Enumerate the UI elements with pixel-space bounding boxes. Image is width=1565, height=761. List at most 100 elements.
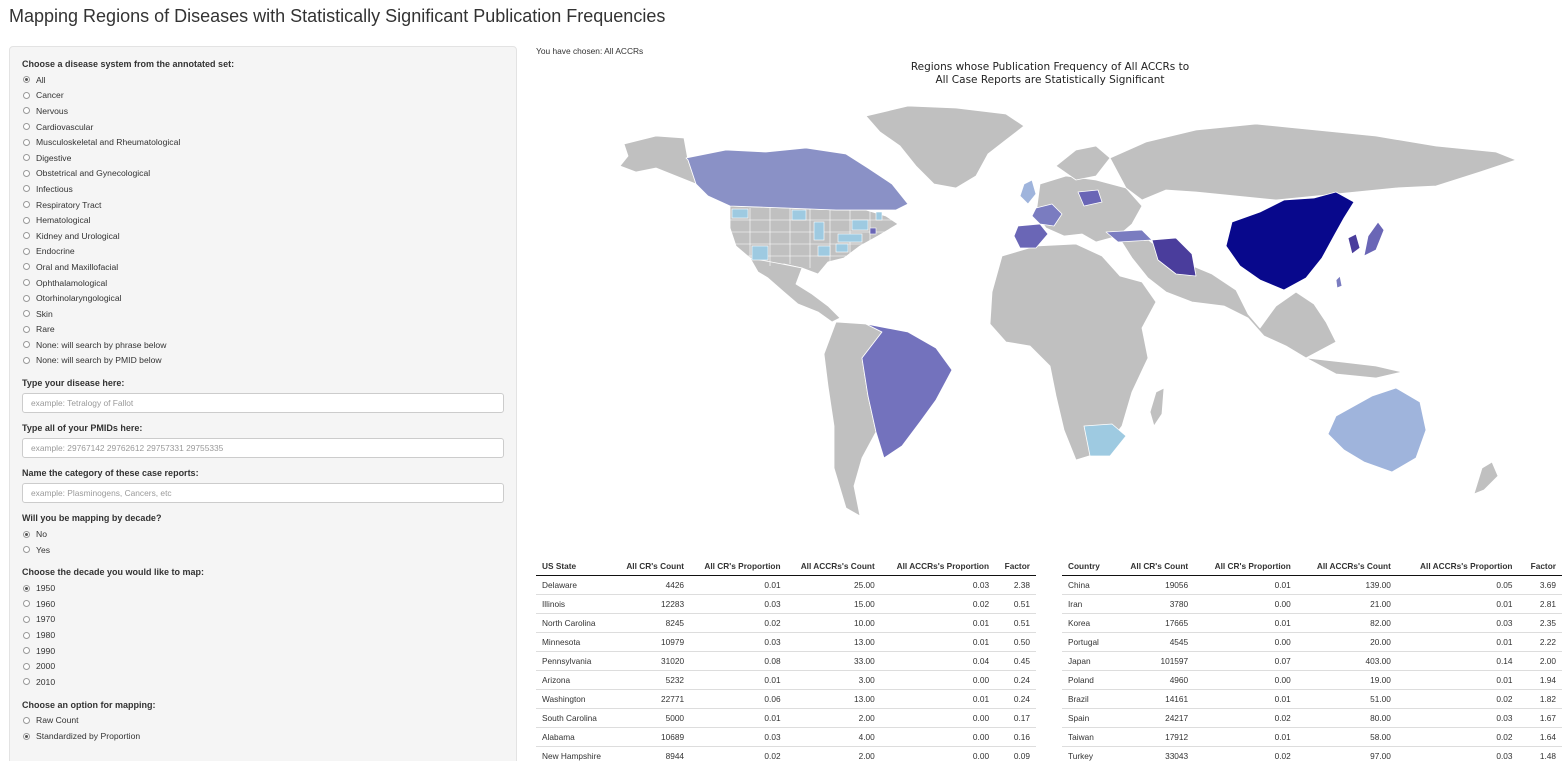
radio-button[interactable]	[23, 546, 30, 554]
map-region-south-africa[interactable]	[1083, 423, 1127, 457]
disease-option[interactable]: Respiratory Tract	[22, 197, 504, 213]
radio-button[interactable]	[23, 169, 30, 177]
map-region-illinois[interactable]	[813, 221, 825, 241]
disease-option[interactable]: Digestive	[22, 150, 504, 166]
map-region-iberia[interactable]	[1013, 223, 1049, 249]
disease-option[interactable]: Obstetrical and Gynecological	[22, 166, 504, 182]
disease-option[interactable]: Musculoskeletal and Rheumatological	[22, 134, 504, 150]
disease-option[interactable]: Cancer	[22, 88, 504, 104]
map-region-uk[interactable]	[1019, 179, 1037, 205]
map-region-korea[interactable]	[1347, 233, 1361, 255]
radio-button[interactable]	[23, 615, 30, 623]
disease-option[interactable]: Oral and Maxillofacial	[22, 259, 504, 275]
decade-question-option[interactable]: No	[22, 526, 504, 542]
radio-button[interactable]	[23, 647, 30, 655]
radio-button[interactable]	[23, 310, 30, 318]
map-region-canada[interactable]	[685, 147, 909, 211]
disease-option[interactable]: Cardiovascular	[22, 119, 504, 135]
world-map[interactable]	[536, 96, 1556, 526]
decade-option[interactable]: 2010	[22, 674, 504, 690]
map-region-delaware[interactable]	[869, 227, 877, 235]
map-region-new-hampshire[interactable]	[875, 211, 883, 221]
radio-button[interactable]	[23, 356, 30, 364]
disease-option[interactable]: Otorhinolaryngological	[22, 290, 504, 306]
radio-button[interactable]	[23, 216, 30, 224]
decade-option[interactable]: 1970	[22, 612, 504, 628]
pmid-input[interactable]	[22, 438, 504, 459]
map-region-minnesota[interactable]	[791, 209, 807, 221]
disease-option[interactable]: Infectious	[22, 181, 504, 197]
decade-option[interactable]: 1950	[22, 580, 504, 596]
map-region-china[interactable]	[1225, 191, 1355, 291]
radio-button[interactable]	[23, 341, 30, 349]
category-input[interactable]	[22, 483, 504, 504]
radio-button[interactable]	[23, 232, 30, 240]
radio-button[interactable]	[23, 325, 30, 333]
disease-option[interactable]: Skin	[22, 306, 504, 322]
country-col-header[interactable]: All ACCRs's Proportion	[1396, 557, 1519, 576]
radio-button[interactable]	[23, 107, 30, 115]
decade-option[interactable]: 2000	[22, 658, 504, 674]
radio-button[interactable]	[23, 662, 30, 670]
disease-option[interactable]: All	[22, 72, 504, 88]
radio-button[interactable]	[23, 263, 30, 271]
map-region-africa[interactable]	[989, 243, 1157, 461]
radio-button[interactable]	[23, 732, 30, 740]
radio-button[interactable]	[23, 294, 30, 302]
map-region-washington[interactable]	[731, 208, 749, 219]
radio-button[interactable]	[23, 584, 30, 592]
decade-option[interactable]: 1990	[22, 643, 504, 659]
map-region-poland[interactable]	[1077, 189, 1103, 207]
radio-button[interactable]	[23, 716, 30, 724]
disease-option[interactable]: Kidney and Urological	[22, 228, 504, 244]
map-region-mexico[interactable]	[749, 257, 841, 323]
map-region-france[interactable]	[1031, 203, 1063, 227]
radio-button[interactable]	[23, 76, 30, 84]
radio-button[interactable]	[23, 123, 30, 131]
radio-button[interactable]	[23, 91, 30, 99]
country-col-header[interactable]: Country	[1062, 557, 1113, 576]
map-region-greenland[interactable]	[865, 105, 1025, 189]
map-region-australia[interactable]	[1327, 387, 1427, 473]
disease-option[interactable]: Hematological	[22, 212, 504, 228]
state-col-header[interactable]: All ACCRs's Count	[786, 557, 881, 576]
map-region-indonesia[interactable]	[1305, 357, 1403, 379]
disease-option[interactable]: Ophthalamological	[22, 275, 504, 291]
radio-button[interactable]	[23, 530, 30, 538]
disease-option[interactable]: None: will search by phrase below	[22, 337, 504, 353]
disease-option[interactable]: Endocrine	[22, 244, 504, 260]
radio-button[interactable]	[23, 201, 30, 209]
state-col-header[interactable]: All ACCRs's Proportion	[880, 557, 996, 576]
map-region-turkey[interactable]	[1105, 229, 1153, 243]
mapping-option[interactable]: Raw Count	[22, 713, 504, 729]
state-col-header[interactable]: All CR's Proportion	[690, 557, 787, 576]
radio-button[interactable]	[23, 678, 30, 686]
map-region-pennsylvania[interactable]	[851, 219, 869, 231]
decade-option[interactable]: 1960	[22, 596, 504, 612]
mapping-option[interactable]: Standardized by Proportion	[22, 728, 504, 744]
state-col-header[interactable]: Factor	[995, 557, 1036, 576]
decade-option[interactable]: 1980	[22, 627, 504, 643]
disease-option[interactable]: None: will search by PMID below	[22, 353, 504, 369]
map-region-russia[interactable]	[1109, 123, 1517, 201]
country-col-header[interactable]: All CR's Proportion	[1194, 557, 1297, 576]
country-col-header[interactable]: All ACCRs's Count	[1296, 557, 1397, 576]
radio-button[interactable]	[23, 631, 30, 639]
disease-option[interactable]: Nervous	[22, 103, 504, 119]
country-col-header[interactable]: All CR's Count	[1112, 557, 1195, 576]
map-region-arizona[interactable]	[751, 245, 769, 261]
radio-button[interactable]	[23, 600, 30, 608]
country-col-header[interactable]: Factor	[1518, 557, 1562, 576]
map-region-scandinavia[interactable]	[1055, 145, 1111, 181]
radio-button[interactable]	[23, 247, 30, 255]
state-col-header[interactable]: All CR's Count	[613, 557, 691, 576]
map-region-alabama[interactable]	[817, 245, 831, 257]
map-region-alaska[interactable]	[619, 135, 697, 185]
map-region-taiwan[interactable]	[1335, 275, 1343, 289]
state-col-header[interactable]: US State	[536, 557, 614, 576]
map-region-south-carolina[interactable]	[835, 243, 849, 253]
radio-button[interactable]	[23, 279, 30, 287]
map-region-madagascar[interactable]	[1149, 387, 1165, 427]
radio-button[interactable]	[23, 185, 30, 193]
decade-question-option[interactable]: Yes	[22, 542, 504, 558]
